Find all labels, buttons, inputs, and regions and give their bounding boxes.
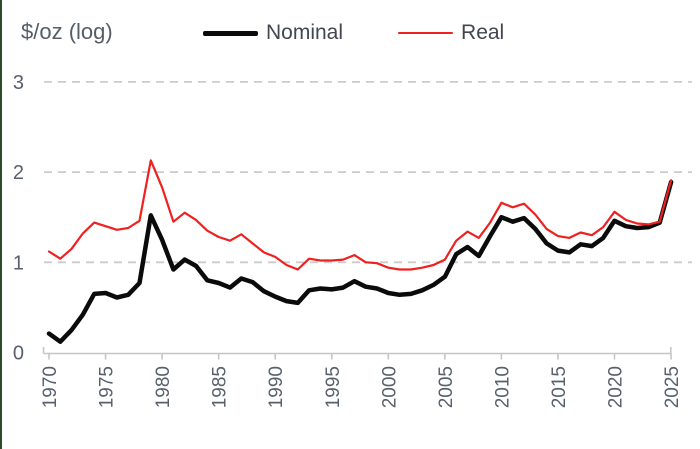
- legend-item-nominal: Nominal: [203, 21, 343, 45]
- x-tick-label: 2025: [662, 366, 683, 408]
- y-tick-label: 2: [13, 162, 24, 184]
- x-tick-labels: 1970 1975 1980 1985 1990 1995 2000 2005 2010 2015…: [40, 366, 683, 408]
- x-tick-label: 1975: [97, 366, 118, 408]
- x-tick-label: 2015: [549, 366, 570, 408]
- x-tick-label: 1980: [153, 366, 174, 408]
- legend: Nominal Real: [203, 18, 504, 48]
- legend-label-real: Real: [461, 21, 505, 44]
- x-tick-label: 2005: [436, 366, 457, 408]
- legend-item-real: Real: [398, 21, 504, 45]
- x-tick-label: 1990: [266, 366, 287, 408]
- x-tick-label: 1970: [40, 366, 61, 408]
- y-axis-title: $/oz (log): [21, 19, 113, 44]
- y-tick-label: 0: [13, 343, 24, 365]
- y-tick-label: 3: [13, 72, 24, 94]
- legend-label-nominal: Nominal: [266, 21, 344, 44]
- nominal-line-swatch: [203, 30, 258, 36]
- x-tick-label: 1985: [210, 366, 231, 408]
- x-tick-label: 2020: [606, 366, 627, 408]
- left-edge-line: [0, 0, 2, 449]
- real-line-swatch: [398, 31, 454, 35]
- y-tick-labels: 0 1 2 3: [13, 72, 24, 365]
- x-tick-label: 2000: [379, 366, 400, 408]
- y-tick-label: 1: [13, 252, 24, 274]
- real-series-line: [47, 159, 673, 271]
- x-tick-label: 2010: [492, 366, 513, 408]
- gridlines: [44, 81, 692, 264]
- x-tick-label: 1995: [323, 366, 344, 408]
- x-axis: [42, 347, 672, 360]
- nominal-series-line: [46, 179, 674, 344]
